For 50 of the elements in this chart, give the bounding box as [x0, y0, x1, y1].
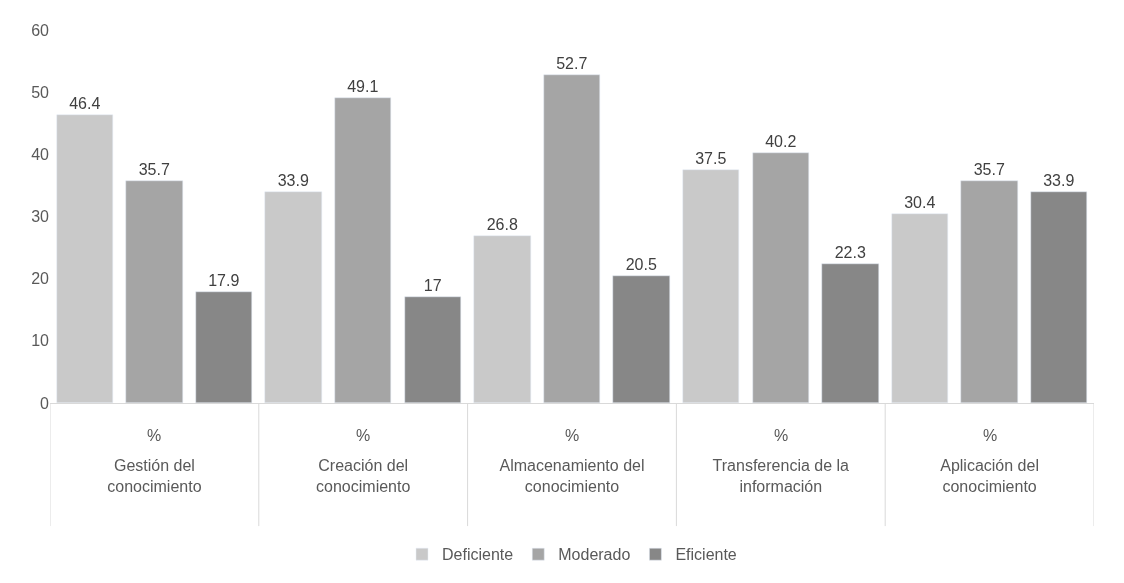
text: % — [774, 427, 789, 444]
text: % — [356, 427, 371, 444]
y-tick-label: 60 — [31, 21, 50, 39]
data-label: 33.9 — [277, 171, 309, 189]
bar — [543, 74, 600, 403]
text: % — [983, 427, 998, 444]
data-label: 35.7 — [973, 160, 1005, 178]
data-label: 52.7 — [556, 54, 588, 72]
bar — [960, 180, 1018, 403]
data-label: 17.9 — [208, 271, 240, 289]
bar — [682, 169, 739, 403]
data-label: 40.2 — [765, 132, 797, 150]
x-tick-label: Transferencia de la información — [712, 457, 850, 495]
bar — [891, 213, 948, 403]
bar — [56, 114, 113, 403]
data-label: 35.7 — [138, 160, 170, 178]
y-tick-label: 0 — [40, 394, 50, 412]
bar — [821, 263, 879, 403]
y-tick-label: 10 — [31, 332, 50, 350]
legend-label: Eficiente — [675, 546, 737, 564]
bar — [752, 152, 809, 403]
x-tick-label: Gestión del conocimiento — [107, 457, 202, 495]
bar — [612, 275, 670, 403]
data-label: 46.4 — [69, 94, 101, 112]
bar — [404, 296, 461, 403]
data-label: 26.8 — [486, 215, 518, 233]
bar — [1030, 191, 1087, 403]
x-tick-label: Creación del conocimiento — [316, 457, 411, 495]
data-label: 49.1 — [347, 77, 379, 95]
y-tick-label: 50 — [31, 83, 50, 101]
y-tick-label: 40 — [31, 145, 50, 163]
x-tick-label: Almacenamiento del conocimiento — [499, 457, 645, 495]
legend-label: Deficiente — [442, 546, 514, 564]
bar — [473, 235, 531, 403]
data-label: 33.9 — [1043, 171, 1075, 189]
data-label: 22.3 — [834, 243, 866, 261]
text: % — [147, 427, 162, 444]
bar — [334, 97, 391, 403]
legend-label: Moderado — [558, 546, 631, 564]
y-tick-label: 20 — [31, 270, 50, 288]
x-tick-label: Aplicación del conocimiento — [940, 457, 1039, 495]
data-label: 30.4 — [904, 193, 936, 211]
data-label: 37.5 — [695, 149, 727, 167]
bar — [195, 291, 252, 403]
data-label: 20.5 — [625, 255, 657, 273]
text: % — [565, 427, 580, 444]
bar — [125, 180, 183, 403]
data-label: 17 — [423, 276, 442, 294]
y-tick-label: 30 — [31, 208, 50, 226]
bar — [264, 191, 322, 403]
